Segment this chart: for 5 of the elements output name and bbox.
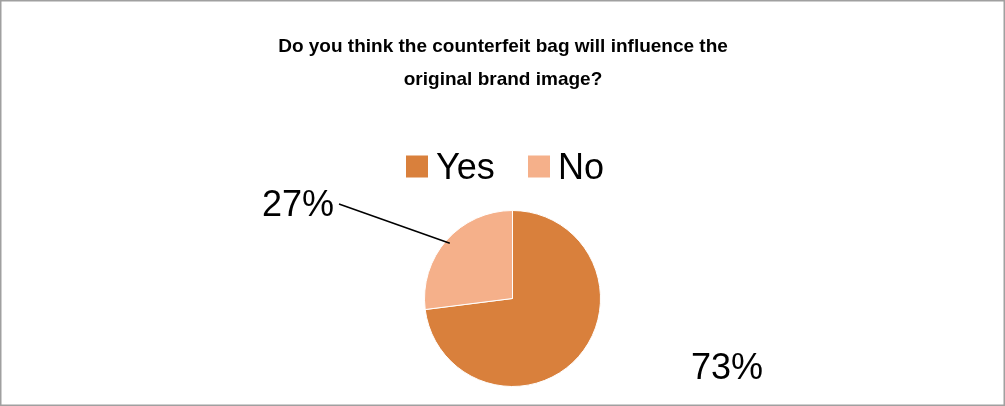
legend-label: Yes	[436, 146, 495, 187]
chart-title: Do you think the counterfeit bag will influence the original brand image?	[278, 35, 728, 89]
data-label: 27%	[261, 183, 334, 225]
data-label: 73%	[691, 346, 764, 387]
legend-label: No	[558, 146, 605, 187]
